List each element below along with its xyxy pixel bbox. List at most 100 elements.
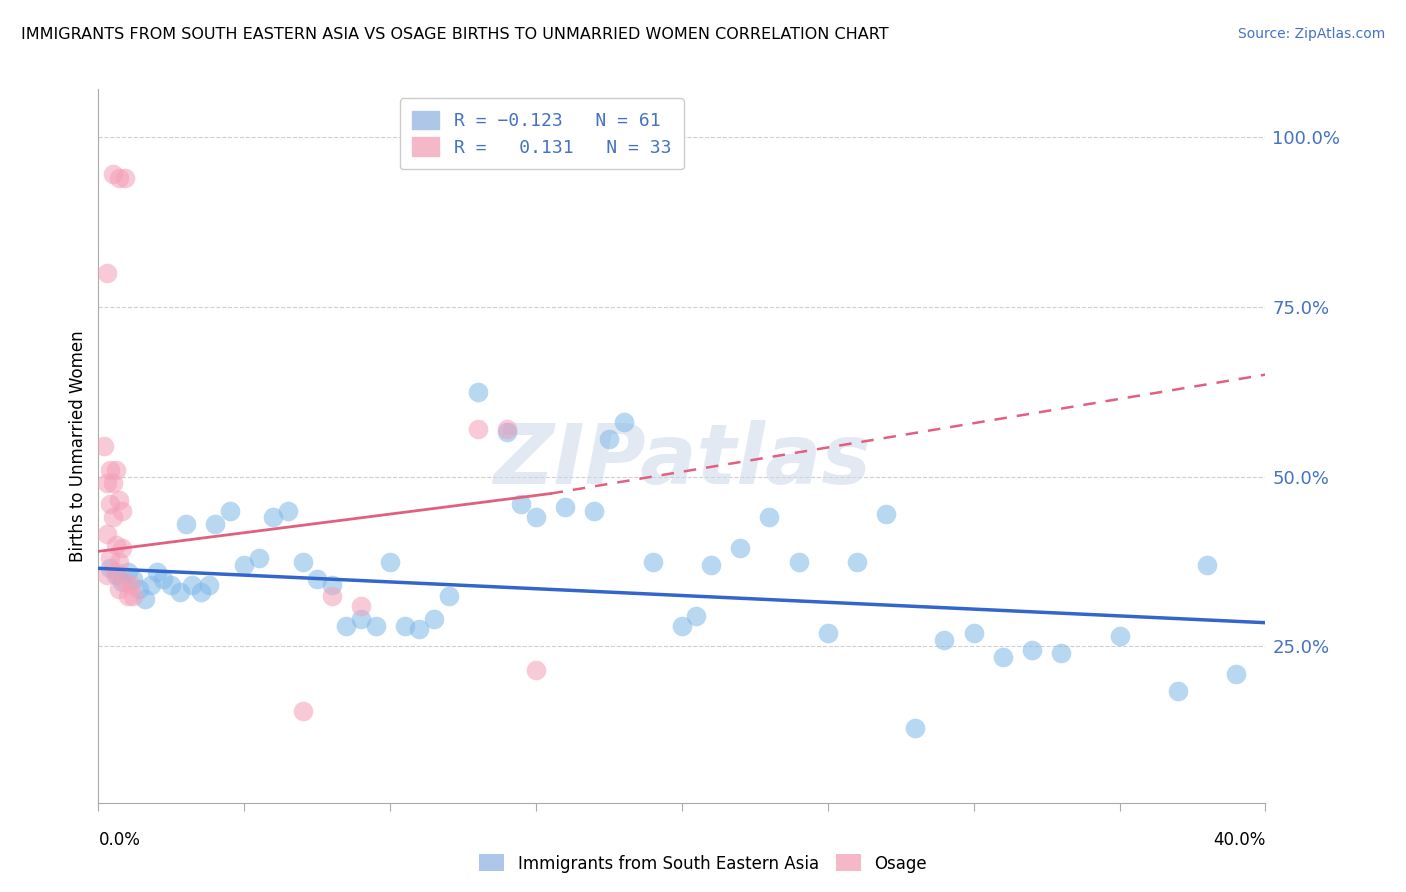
Point bbox=[152, 572, 174, 586]
Point bbox=[98, 463, 121, 477]
Point bbox=[204, 517, 226, 532]
Legend: Immigrants from South Eastern Asia, Osage: Immigrants from South Eastern Asia, Osag… bbox=[472, 847, 934, 880]
Point bbox=[108, 582, 131, 596]
Point bbox=[108, 170, 131, 185]
Point bbox=[321, 578, 343, 592]
Point bbox=[98, 551, 121, 566]
Point bbox=[198, 578, 221, 592]
Legend: R = −0.123   N = 61, R =   0.131   N = 33: R = −0.123 N = 61, R = 0.131 N = 33 bbox=[399, 98, 685, 169]
Point bbox=[117, 589, 139, 603]
Point bbox=[321, 589, 343, 603]
Point bbox=[875, 507, 897, 521]
Point bbox=[583, 503, 606, 517]
Point bbox=[467, 422, 489, 436]
Point bbox=[139, 578, 162, 592]
Point bbox=[218, 503, 240, 517]
Point bbox=[108, 555, 131, 569]
Point bbox=[524, 510, 547, 524]
Point bbox=[101, 167, 124, 181]
Point bbox=[104, 568, 127, 582]
Point bbox=[335, 619, 357, 633]
Point bbox=[437, 589, 460, 603]
Point bbox=[98, 497, 121, 511]
Point bbox=[991, 649, 1014, 664]
Point bbox=[262, 510, 284, 524]
Text: 0.0%: 0.0% bbox=[98, 831, 141, 849]
Point bbox=[364, 619, 387, 633]
Point bbox=[291, 555, 314, 569]
Point bbox=[104, 463, 127, 477]
Point bbox=[467, 384, 489, 399]
Point bbox=[612, 415, 634, 429]
Point bbox=[104, 565, 127, 579]
Point bbox=[307, 572, 329, 586]
Point bbox=[114, 574, 136, 589]
Point bbox=[598, 432, 620, 446]
Point bbox=[423, 612, 446, 626]
Point bbox=[904, 721, 927, 735]
Point bbox=[350, 599, 373, 613]
Point bbox=[122, 572, 145, 586]
Point bbox=[685, 608, 707, 623]
Point bbox=[787, 555, 810, 569]
Point bbox=[174, 517, 197, 532]
Point bbox=[1021, 643, 1043, 657]
Point bbox=[101, 510, 124, 524]
Point bbox=[846, 555, 869, 569]
Point bbox=[160, 578, 183, 592]
Point bbox=[496, 422, 519, 436]
Point bbox=[190, 585, 212, 599]
Point bbox=[128, 582, 150, 596]
Point bbox=[758, 510, 780, 524]
Point bbox=[671, 619, 693, 633]
Point bbox=[510, 497, 533, 511]
Point bbox=[111, 541, 134, 555]
Point bbox=[700, 558, 723, 572]
Point bbox=[146, 565, 169, 579]
Point bbox=[111, 574, 134, 589]
Text: IMMIGRANTS FROM SOUTH EASTERN ASIA VS OSAGE BIRTHS TO UNMARRIED WOMEN CORRELATIO: IMMIGRANTS FROM SOUTH EASTERN ASIA VS OS… bbox=[21, 27, 889, 42]
Point bbox=[114, 170, 136, 185]
Point bbox=[96, 476, 118, 491]
Point bbox=[1225, 666, 1247, 681]
Point bbox=[122, 589, 145, 603]
Point bbox=[408, 623, 430, 637]
Point bbox=[380, 555, 402, 569]
Point bbox=[817, 626, 839, 640]
Point bbox=[111, 503, 134, 517]
Point bbox=[291, 704, 314, 718]
Point bbox=[93, 439, 115, 453]
Point bbox=[134, 591, 156, 606]
Point bbox=[496, 425, 519, 440]
Point bbox=[934, 632, 956, 647]
Point bbox=[96, 266, 118, 280]
Point bbox=[1108, 629, 1130, 643]
Point bbox=[730, 541, 752, 555]
Point bbox=[350, 612, 373, 626]
Text: Source: ZipAtlas.com: Source: ZipAtlas.com bbox=[1237, 27, 1385, 41]
Point bbox=[104, 537, 127, 551]
Point bbox=[1195, 558, 1218, 572]
Point bbox=[524, 663, 547, 677]
Point bbox=[96, 568, 118, 582]
Point bbox=[101, 476, 124, 491]
Point bbox=[962, 626, 984, 640]
Y-axis label: Births to Unmarried Women: Births to Unmarried Women bbox=[69, 330, 87, 562]
Text: ZIPatlas: ZIPatlas bbox=[494, 420, 870, 500]
Point bbox=[233, 558, 256, 572]
Point bbox=[641, 555, 664, 569]
Point bbox=[120, 578, 142, 592]
Point bbox=[394, 619, 416, 633]
Point bbox=[108, 493, 131, 508]
Point bbox=[180, 578, 202, 592]
Point bbox=[277, 503, 299, 517]
Point bbox=[98, 561, 121, 575]
Text: 40.0%: 40.0% bbox=[1213, 831, 1265, 849]
Point bbox=[96, 527, 118, 541]
Point bbox=[554, 500, 576, 515]
Point bbox=[169, 585, 191, 599]
Point bbox=[1050, 646, 1073, 660]
Point bbox=[117, 565, 139, 579]
Point bbox=[247, 551, 270, 566]
Point bbox=[1167, 683, 1189, 698]
